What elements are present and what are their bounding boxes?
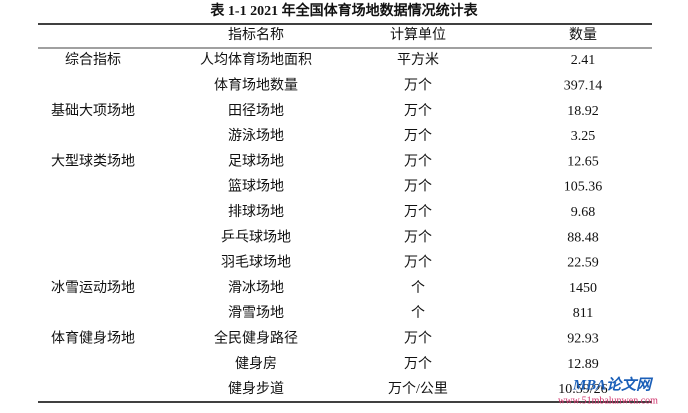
unit-cell: 万个 — [404, 331, 432, 347]
header-cell: 指标名称 — [228, 27, 284, 43]
indicator-cell: 人均体育场地面积 — [200, 52, 312, 68]
unit-cell: 万个/公里 — [388, 381, 448, 397]
value-cell: 2.41 — [571, 53, 596, 68]
value-cell: 397.14 — [564, 79, 603, 94]
unit-cell: 万个 — [404, 179, 432, 195]
indicator-cell: 篮球场地 — [228, 179, 284, 195]
value-cell: 811 — [573, 306, 593, 321]
value-cell: 105.36 — [564, 180, 603, 195]
category-cell: 冰雪运动场地 — [51, 280, 135, 296]
indicator-cell: 游泳场地 — [228, 128, 284, 144]
value-cell: 3.25 — [571, 129, 596, 144]
table-body: 综合指标 人均体育场地面积 平方米 2.41体育场地数量 万个 397.14基础大项场地田… — [51, 52, 608, 397]
value-cell: 18.92 — [567, 104, 599, 119]
indicator-cell: 滑雪场地 — [228, 304, 284, 321]
unit-cell: 万个 — [404, 255, 432, 271]
category-cell: 大型球类场地 — [51, 153, 135, 169]
indicator-cell: 全民健身路径 — [214, 330, 298, 347]
category-cell: 基础大项场地 — [51, 102, 135, 119]
unit-cell: 万个 — [404, 128, 432, 144]
header-cell: 数量 — [569, 27, 597, 43]
value-cell: 1450 — [569, 281, 597, 296]
unit-cell: 万个 — [404, 356, 432, 372]
unit-cell: 个 — [411, 305, 425, 321]
header-cell: 计算单位 — [390, 27, 446, 43]
indicator-cell: 健身步道 — [228, 381, 284, 397]
unit-cell: 平方米 — [397, 52, 439, 68]
value-cell: 12.65 — [567, 154, 599, 169]
category-cell: 综合指标 — [65, 52, 121, 68]
value-cell: 92.93 — [567, 332, 599, 347]
category-cell: 体育健身场地 — [51, 331, 135, 347]
table-title: 表 1-1 2021 年全国体育场地数据情况统计表 — [209, 2, 478, 19]
indicator-cell: 滑冰场地 — [228, 279, 284, 296]
indicator-cell: 羽毛球场地 — [221, 255, 291, 271]
indicator-cell: 乒乓球场地 — [221, 229, 291, 245]
indicator-cell: 健身房 — [235, 356, 277, 372]
value-cell: 9.68 — [571, 205, 596, 220]
indicator-cell: 排球场地 — [228, 204, 284, 220]
unit-cell: 个 — [411, 280, 425, 296]
watermark-brand: MBA论文网 — [572, 375, 654, 393]
value-cell: 10.59/26 — [558, 382, 607, 397]
value-cell: 22.59 — [567, 256, 599, 271]
indicator-cell: 体育场地数量 — [214, 78, 298, 94]
unit-cell: 万个 — [404, 204, 432, 220]
indicator-cell: 足球场地 — [228, 153, 284, 169]
value-cell: 88.48 — [567, 230, 599, 245]
watermark-url: www.51mbalunwen.com — [558, 395, 658, 406]
indicator-cell: 田径场地 — [228, 103, 284, 119]
unit-cell: 万个 — [404, 153, 432, 169]
unit-cell: 万个 — [404, 103, 432, 119]
unit-cell: 万个 — [404, 229, 432, 245]
value-cell: 12.89 — [567, 357, 599, 372]
unit-cell: 万个 — [404, 78, 432, 94]
